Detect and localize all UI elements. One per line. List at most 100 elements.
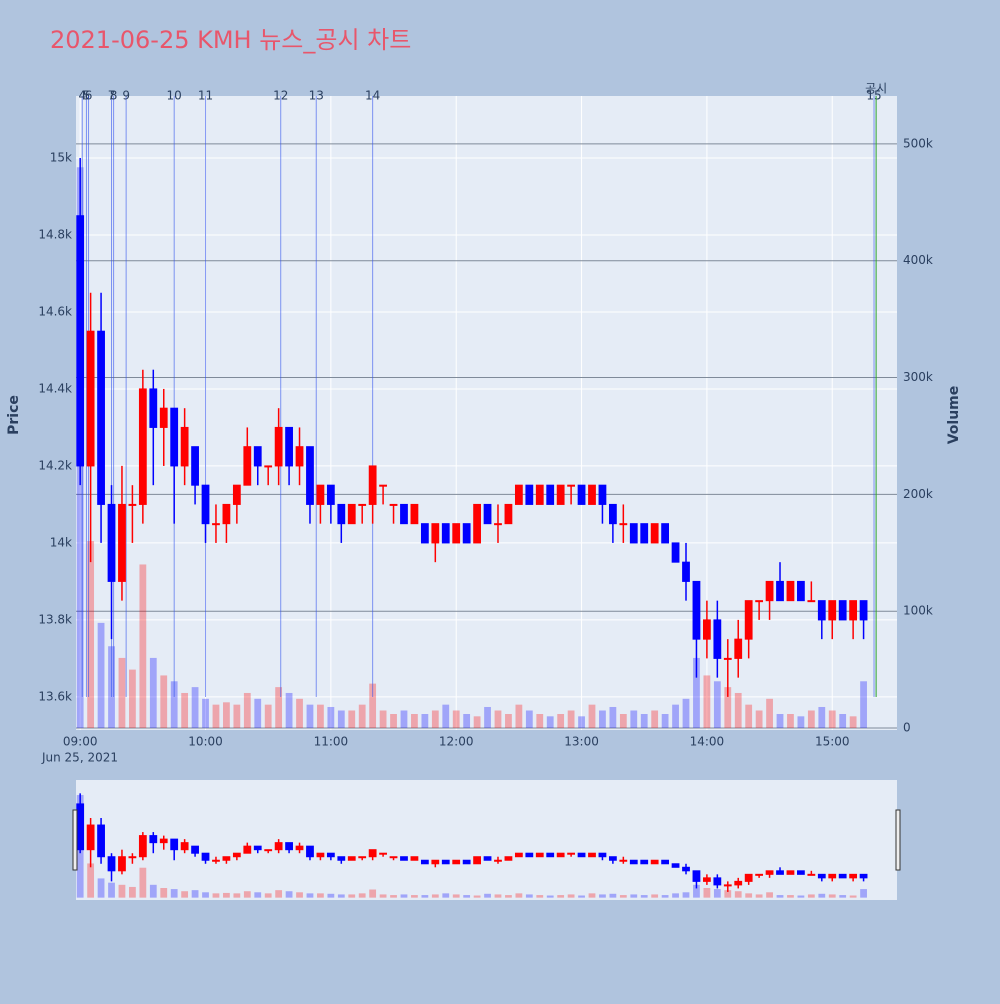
candle-body <box>149 388 158 428</box>
volume-bar <box>525 894 533 898</box>
event-label: 5 <box>83 89 91 103</box>
candle-body <box>253 845 262 851</box>
candle-body <box>734 880 743 886</box>
volume-bar <box>619 895 627 898</box>
volume-bar <box>849 895 857 898</box>
y2-tick-label: 200k <box>903 487 933 501</box>
candle-body <box>807 600 816 603</box>
candle-body <box>232 852 241 858</box>
event-label: 9 <box>122 89 130 103</box>
volume-bar <box>557 895 565 898</box>
volume-bar <box>713 889 721 898</box>
candle-body <box>316 852 325 858</box>
candle-body <box>86 824 95 851</box>
candle-body <box>535 484 544 505</box>
volume-bar <box>264 704 272 729</box>
candle-body <box>420 859 429 865</box>
candle-body <box>452 859 461 865</box>
chart-title: 2021-06-25 KMH 뉴스_공시 차트 <box>50 26 411 54</box>
candle-body <box>744 600 753 640</box>
volume-bar <box>734 891 742 898</box>
candle-body <box>452 523 461 544</box>
volume-bar <box>755 710 763 729</box>
candle-body <box>201 852 210 861</box>
y2-tick-label: 400k <box>903 253 933 267</box>
volume-bar <box>578 716 585 729</box>
candle-body <box>692 870 701 882</box>
event-label: 11 <box>198 89 213 103</box>
candle-body <box>577 852 586 858</box>
volume-bar <box>609 893 617 898</box>
y-tick-label: 13.6k <box>38 689 72 703</box>
volume-bar <box>327 706 335 729</box>
candle-body <box>682 866 690 872</box>
volume-bar <box>202 892 209 898</box>
candle-body <box>849 873 858 879</box>
range-handle[interactable] <box>72 809 78 871</box>
candle-body <box>222 856 231 861</box>
candle-body <box>629 523 638 544</box>
volume-bar <box>807 894 815 898</box>
volume-bar <box>557 713 565 729</box>
volume-bar <box>191 890 199 898</box>
candle-body <box>598 484 607 505</box>
volume-bar <box>599 894 606 898</box>
candle-body <box>76 803 85 851</box>
volume-bar <box>661 713 669 729</box>
candle-body <box>201 484 210 525</box>
candle-body <box>504 503 513 525</box>
volume-bar <box>651 710 659 729</box>
volume-bar <box>149 657 157 729</box>
volume-bar <box>223 702 230 729</box>
x-tick-label: 12:00 <box>439 735 474 749</box>
candle-body <box>473 503 481 544</box>
candle-body <box>410 856 419 861</box>
volume-bar <box>369 889 377 898</box>
candle-body <box>640 859 649 865</box>
volume-bar <box>411 895 418 898</box>
candle-body <box>546 484 555 505</box>
candle-body <box>817 873 826 879</box>
volume-bar <box>87 541 95 729</box>
volume-bar <box>776 895 784 898</box>
volume-bar <box>275 687 283 729</box>
candle-body <box>703 619 711 640</box>
volume-bar <box>567 710 575 729</box>
range-slider[interactable] <box>76 780 897 900</box>
volume-bar <box>243 891 251 898</box>
volume-bar <box>233 704 241 729</box>
volume-bar <box>536 713 544 729</box>
y2-tick-label: 300k <box>903 370 933 384</box>
y-tick-label: 14.8k <box>38 227 72 241</box>
candle-body <box>441 859 450 865</box>
volume-bar <box>233 893 241 898</box>
volume-bar <box>693 657 700 729</box>
candle-body <box>765 580 774 602</box>
y-tick-label: 14.4k <box>38 381 72 395</box>
candle-body <box>514 484 523 505</box>
volume-bar <box>306 893 314 898</box>
candle-body <box>723 884 732 887</box>
volume-bar <box>588 704 596 729</box>
volume-bar <box>682 892 690 898</box>
y2-tick-label: 100k <box>903 604 933 618</box>
volume-bar <box>97 878 105 898</box>
candle-body <box>379 484 387 487</box>
candle-body <box>274 426 283 467</box>
volume-bar <box>797 895 805 898</box>
range-handle[interactable] <box>895 809 901 871</box>
candle-body <box>107 856 116 872</box>
candle-body <box>232 484 241 505</box>
volume-bar <box>160 888 168 898</box>
volume-bar <box>672 704 679 729</box>
volume-bar <box>682 698 690 729</box>
candle-body <box>828 873 837 879</box>
volume-bar <box>724 890 732 898</box>
volume-bar <box>285 692 293 729</box>
volume-bar <box>358 893 366 898</box>
volume-bar <box>411 713 418 729</box>
volume-bar <box>400 710 408 729</box>
event-label: 15 <box>866 89 881 103</box>
volume-bar <box>87 863 95 898</box>
candle-body <box>285 842 293 851</box>
